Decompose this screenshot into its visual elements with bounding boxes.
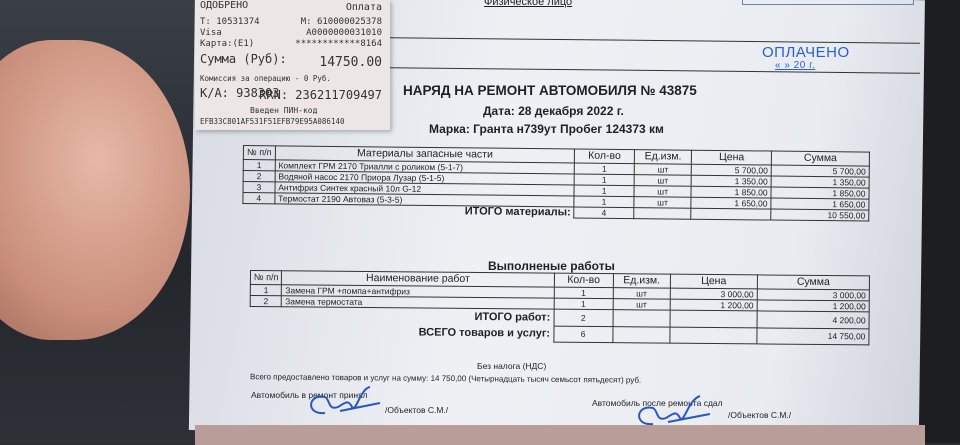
returned-name: /Объектов С.М./ [728, 410, 792, 420]
accepted-name: /Объектов С.М./ [385, 405, 449, 415]
col-unit: Ед.изм. [613, 273, 671, 289]
row-number: 1 [243, 159, 276, 171]
works-title: Выполненые работы [488, 259, 615, 273]
row-number: 2 [250, 295, 282, 307]
accepted-label: Автомобиль в ремонт принял [251, 390, 368, 400]
row-number: 1 [250, 284, 282, 296]
row-number: 4 [242, 192, 275, 204]
row-number: 3 [243, 181, 275, 193]
hand [0, 40, 190, 340]
receipt-pin: Введен ПИН-код [250, 106, 318, 115]
faint-header-box [742, 0, 914, 5]
row-number: 2 [243, 170, 275, 182]
row-qty: 1 [574, 162, 635, 175]
paid-stamp-date: « » 20 г. [775, 60, 816, 71]
returned-label: Автомобиль после ремонта сдал [592, 398, 723, 408]
row-price: 3 000,00 [670, 288, 758, 300]
works-table: № п/п Наименование работ Кол-во Ед.изм. … [249, 270, 870, 345]
row-unit: шт [612, 287, 671, 300]
receipt-status: ОДОБРЕНО [200, 0, 249, 11]
signature-accepted [310, 386, 381, 415]
row-qty: 1 [574, 173, 635, 186]
works-total-sum: 4 200,00 [756, 310, 870, 329]
row-qty: 1 [553, 287, 614, 299]
client-type: Физическое лицо [484, 0, 573, 8]
receipt-hash: EFB33C801AF531F51EFB79E95A086140 [200, 117, 345, 126]
background-bottom [195, 425, 925, 445]
grand-total-label: ВСЕГО товаров и услуг: [418, 326, 551, 340]
receipt-card-number: ************8164 [295, 39, 382, 49]
row-qty: 1 [574, 195, 634, 208]
row-price: 1 350,00 [691, 175, 772, 188]
order-date: Дата: 28 декабря 2022 г. [483, 104, 624, 118]
col-number: № п/п [243, 145, 276, 160]
row-unit: шт [612, 298, 671, 311]
works-total-qty: 2 [553, 309, 613, 327]
receipt-card-label: Карта:(E1) [200, 39, 255, 49]
col-price: Цена [670, 274, 758, 289]
grand-total-sum: 14 750,00 [756, 327, 870, 345]
row-price: 1 650,00 [691, 197, 772, 210]
receipt-rrn: RRN: 236211709497 [259, 88, 382, 102]
paid-stamp: ОПЛАЧЕНО [762, 44, 850, 61]
payment-receipt: ОДОБРЕНО Оплата Т: 10531374 М: 610000025… [195, 0, 390, 130]
receipt-operation: Оплата [345, 2, 382, 13]
col-price: Цена [691, 150, 772, 166]
row-price: 5 700,00 [691, 164, 772, 177]
materials-table: № п/п Материалы запасные части Кол-во Ед… [242, 145, 870, 222]
row-unit: шт [634, 163, 692, 176]
row-unit: шт [633, 185, 692, 198]
receipt-amount-label: Сумма (Руб): [200, 52, 287, 66]
materials-total-sum: 10 550,00 [770, 209, 869, 222]
materials-total-qty: 4 [574, 206, 634, 219]
col-number: № п/п [250, 270, 282, 285]
receipt-merchant: М: 610000025378 [300, 17, 382, 27]
row-price: 1 200,00 [669, 299, 758, 311]
receipt-terminal: Т: 10531374 [200, 17, 260, 27]
tax-note: Без налога (НДС) [477, 361, 547, 371]
col-unit: Ед.изм. [634, 149, 692, 165]
col-qty: Кол-во [574, 148, 635, 164]
signature-returned [638, 395, 711, 426]
receipt-card-type: Visa [200, 28, 222, 38]
col-sum: Сумма [771, 151, 870, 167]
grand-total-qty: 6 [553, 325, 613, 343]
row-unit: шт [633, 196, 692, 209]
row-qty: 1 [553, 298, 613, 310]
col-sum: Сумма [757, 274, 870, 290]
col-qty: Кол-во [554, 273, 614, 288]
row-price: 1 850,00 [691, 186, 772, 199]
receipt-amount: 14750.00 [319, 55, 382, 70]
receipt-auth-code: К/А: 938303 [200, 86, 280, 100]
car-info: Марка: Гранта н739ут Пробег 124373 км [429, 122, 664, 136]
receipt-commission: Комиссия за операцию - 0 Руб. [200, 74, 331, 83]
row-unit: шт [633, 174, 692, 187]
receipt-aid: A0000000031010 [306, 28, 382, 38]
row-qty: 1 [574, 184, 634, 197]
page-title: НАРЯД НА РЕМОНТ АВТОМОБИЛЯ № 43875 [403, 83, 697, 98]
